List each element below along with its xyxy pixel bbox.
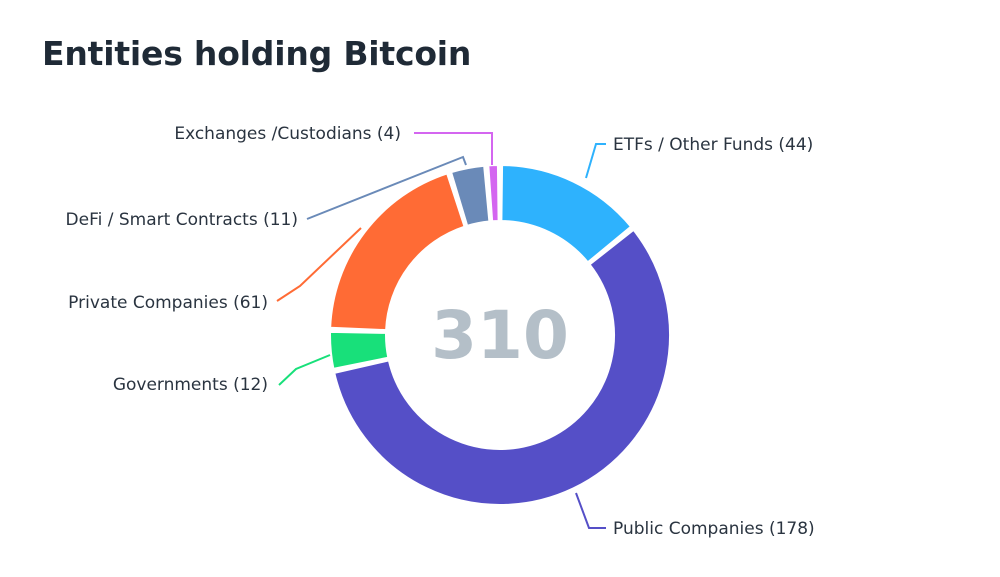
donut-slice-5 — [450, 164, 491, 227]
leader-line-5 — [306, 155, 467, 220]
total-count: 310 — [431, 297, 569, 374]
leader-line-2 — [575, 492, 606, 529]
donut-slices — [329, 164, 671, 506]
donut-slice-1 — [500, 164, 632, 264]
donut-slice-2 — [333, 228, 671, 506]
leader-line-4 — [276, 227, 362, 302]
slice-label-4: Private Companies (61) — [68, 293, 268, 313]
leader-line-6 — [414, 132, 493, 165]
donut-slice-4 — [329, 172, 466, 332]
slice-label-2: Public Companies (178) — [613, 519, 815, 539]
slice-labels: ETFs / Other Funds (44) Public Companies … — [66, 124, 815, 539]
leader-line-1 — [585, 143, 606, 179]
donut-slice-6 — [487, 164, 500, 223]
leader-lines — [276, 132, 606, 529]
chart-title: Entities holding Bitcoin — [42, 34, 472, 73]
slice-label-1: ETFs / Other Funds (44) — [613, 135, 813, 155]
slice-label-6: Exchanges /Custodians (4) — [174, 124, 401, 144]
leader-line-3 — [278, 354, 331, 386]
donut-slice-3 — [329, 330, 390, 370]
slice-label-5: DeFi / Smart Contracts (11) — [66, 210, 298, 230]
slice-label-3: Governments (12) — [113, 375, 268, 395]
